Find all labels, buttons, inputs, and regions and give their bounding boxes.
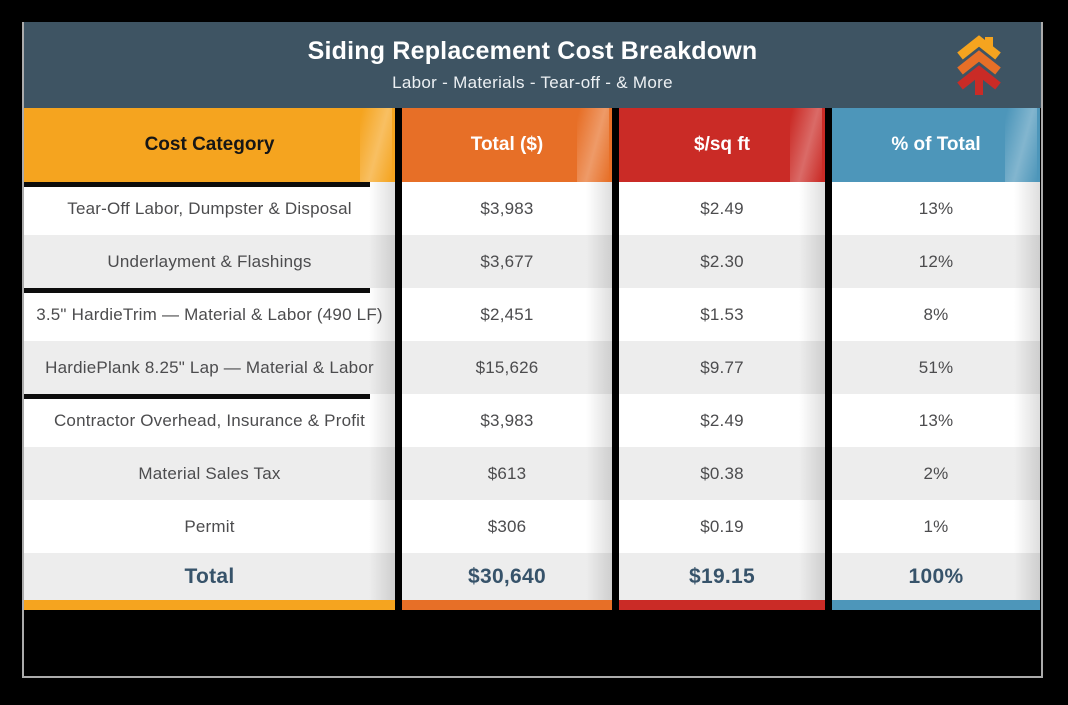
cell-percent-row5: 13% [832, 394, 1040, 447]
cell-sqft-row2: $2.30 [619, 235, 825, 288]
cell-category-row3: 3.5" HardieTrim — Material & Labor (490 … [24, 288, 395, 341]
column-percent-of-total: % of Total 13% 12% 8% 51% 13% 2% 1% 100% [832, 108, 1040, 610]
cell-percent-row2: 12% [832, 235, 1040, 288]
cell-percent-row1: 13% [832, 182, 1040, 235]
cell-total-row3: $2,451 [402, 288, 612, 341]
cell-total-row2: $3,677 [402, 235, 612, 288]
column-header-per-sqft: $/sq ft [619, 108, 825, 182]
cell-category-row6: Material Sales Tax [24, 447, 395, 500]
cell-category-row7: Permit [24, 500, 395, 553]
infographic-card: Siding Replacement Cost Breakdown Labor … [22, 22, 1043, 678]
footer-bar-category [24, 600, 395, 610]
footer-bar-percent [832, 600, 1040, 610]
footer-bar-per-sqft [619, 600, 825, 610]
cell-sqft-row5: $2.49 [619, 394, 825, 447]
cell-total-row7: $306 [402, 500, 612, 553]
cell-category-total: Total [24, 553, 395, 600]
cell-total-grand: $30,640 [402, 553, 612, 600]
column-cost-category: Cost Category Tear-Off Labor, Dumpster &… [24, 108, 395, 610]
cell-sqft-row3: $1.53 [619, 288, 825, 341]
cost-breakdown-table: Cost Category Tear-Off Labor, Dumpster &… [24, 108, 1040, 610]
cell-category-row4: HardiePlank 8.25" Lap — Material & Labor [24, 341, 395, 394]
cell-category-row5: Contractor Overhead, Insurance & Profit [24, 394, 395, 447]
cell-category-row1: Tear-Off Labor, Dumpster & Disposal [24, 182, 395, 235]
page-title: Siding Replacement Cost Breakdown [307, 37, 758, 65]
cell-percent-row7: 1% [832, 500, 1040, 553]
cell-percent-grand: 100% [832, 553, 1040, 600]
cell-sqft-row4: $9.77 [619, 341, 825, 394]
column-per-sqft: $/sq ft $2.49 $2.30 $1.53 $9.77 $2.49 $0… [619, 108, 825, 610]
header-banner: Siding Replacement Cost Breakdown Labor … [24, 22, 1041, 108]
cell-total-row4: $15,626 [402, 341, 612, 394]
column-header-total: Total ($) [402, 108, 612, 182]
footer-bar-total [402, 600, 612, 610]
cell-percent-row3: 8% [832, 288, 1040, 341]
cell-sqft-row1: $2.49 [619, 182, 825, 235]
cell-sqft-row7: $0.19 [619, 500, 825, 553]
cell-total-row5: $3,983 [402, 394, 612, 447]
cell-sqft-grand: $19.15 [619, 553, 825, 600]
column-header-percent: % of Total [832, 108, 1040, 182]
cell-total-row6: $613 [402, 447, 612, 500]
cell-category-row2: Underlayment & Flashings [24, 235, 395, 288]
column-total-dollars: Total ($) $3,983 $3,677 $2,451 $15,626 $… [402, 108, 612, 610]
column-header-cost-category: Cost Category [24, 108, 395, 182]
cell-total-row1: $3,983 [402, 182, 612, 235]
roof-chevrons-logo-icon [957, 35, 1001, 95]
cell-percent-row4: 51% [832, 341, 1040, 394]
page-subtitle: Labor - Materials - Tear-off - & More [392, 73, 673, 92]
cell-sqft-row6: $0.38 [619, 447, 825, 500]
cell-percent-row6: 2% [832, 447, 1040, 500]
